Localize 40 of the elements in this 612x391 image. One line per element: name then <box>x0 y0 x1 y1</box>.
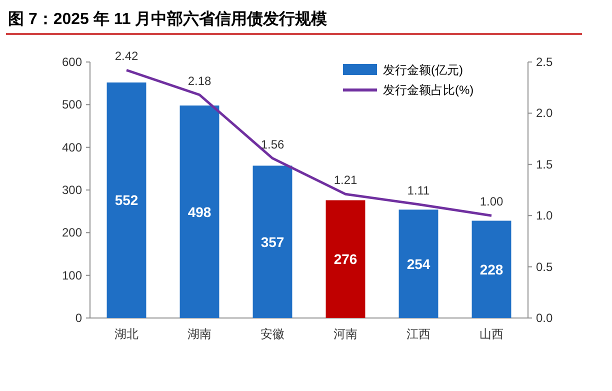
bar <box>180 106 220 318</box>
x-tick-label: 湖南 <box>188 327 212 341</box>
data-label: 228 <box>480 261 504 278</box>
x-tick-label: 湖北 <box>114 327 138 341</box>
bar <box>398 210 438 318</box>
y2-tick-label: 1.5 <box>536 157 554 172</box>
data-label: 2.18 <box>188 74 212 88</box>
data-label: 276 <box>334 251 358 268</box>
y2-tick-label: 1.0 <box>536 208 554 223</box>
bar <box>252 166 292 318</box>
y2-tick-label: 2.0 <box>536 106 554 120</box>
data-label: 254 <box>406 256 430 272</box>
x-tick-label: 河南 <box>334 327 358 341</box>
data-label: 1.21 <box>334 173 358 188</box>
y-tick-label: 300 <box>62 183 82 197</box>
y-tick-label: 100 <box>62 268 82 282</box>
y-tick-label: 600 <box>62 55 82 69</box>
data-label: 1.11 <box>407 183 430 198</box>
data-label: 498 <box>188 204 212 220</box>
chart-title: 图 7：2025 年 11 月中部六省信用债发行规模 <box>8 10 328 28</box>
y-tick-label: 500 <box>62 98 82 112</box>
data-label: 552 <box>114 192 138 208</box>
legend-label: 发行金额(亿元) <box>383 63 463 77</box>
bar <box>472 220 512 318</box>
x-tick-label: 安徽 <box>260 327 284 341</box>
data-label: 2.42 <box>114 49 138 64</box>
legend-label: 发行金额占比(%) <box>383 83 474 97</box>
y-tick-label: 200 <box>62 226 82 240</box>
bar <box>106 82 146 318</box>
data-label: 357 <box>260 234 284 250</box>
data-label: 1.56 <box>260 137 284 152</box>
y2-tick-label: 2.5 <box>536 55 554 69</box>
y-tick-label: 400 <box>62 140 82 154</box>
y-tick-label: 0 <box>75 311 82 325</box>
x-tick-label: 江西 <box>406 327 430 341</box>
y2-tick-label: 0.0 <box>536 311 554 325</box>
y2-tick-label: 0.5 <box>536 260 554 274</box>
bar <box>326 200 366 318</box>
data-label: 1.00 <box>480 194 504 209</box>
x-tick-label: 山西 <box>480 327 504 341</box>
